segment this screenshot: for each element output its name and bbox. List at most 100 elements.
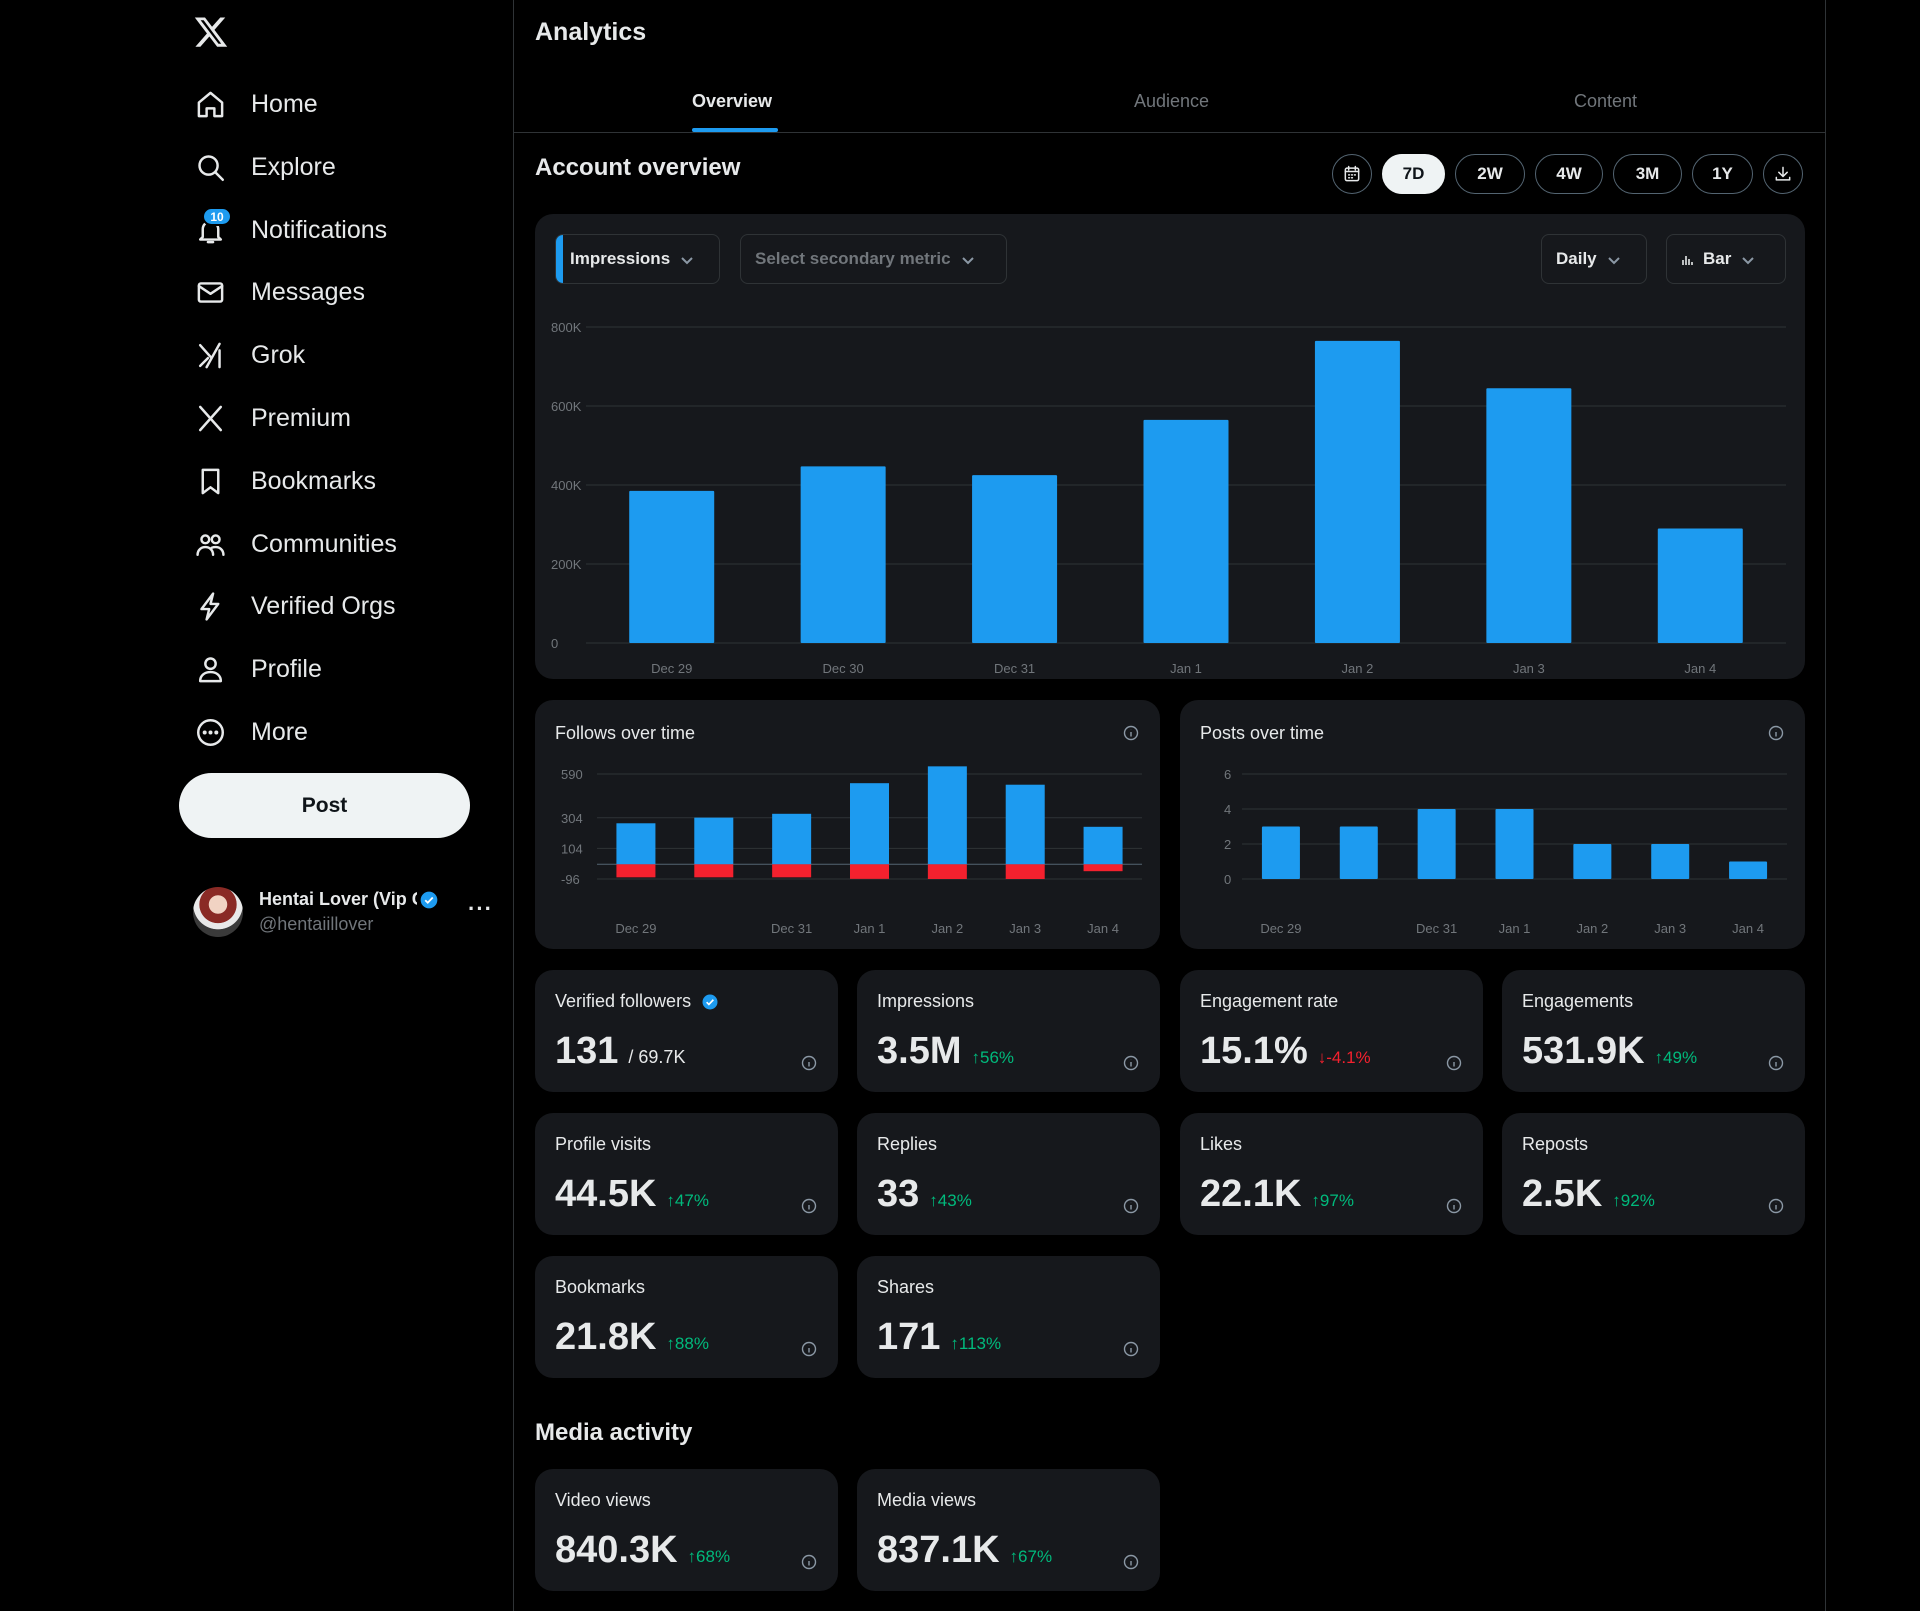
metric-value-row: 21.8K ↑88% bbox=[555, 1316, 709, 1359]
nav-notifications[interactable]: 10 Notifications bbox=[192, 205, 387, 255]
follows-lost-bar bbox=[850, 864, 889, 879]
info-icon[interactable] bbox=[801, 1341, 817, 1357]
primary-metric-select[interactable]: Impressions bbox=[555, 234, 720, 284]
metric-change: ↑97% bbox=[1311, 1191, 1354, 1211]
nav-label: Profile bbox=[251, 654, 322, 683]
post-button[interactable]: Post bbox=[179, 773, 470, 838]
x-tick-label: Dec 31 bbox=[771, 921, 812, 936]
nav-communities[interactable]: Communities bbox=[192, 519, 397, 569]
range-4w-button[interactable]: 4W bbox=[1535, 154, 1603, 194]
y-tick-label: -96 bbox=[561, 872, 580, 887]
metric-value-row: 131 / 69.7K bbox=[555, 1030, 685, 1073]
follows-gained-bar bbox=[772, 813, 812, 865]
metric-change: ↑56% bbox=[971, 1048, 1014, 1068]
metric-card-replies[interactable]: Replies 33 ↑43% bbox=[857, 1113, 1160, 1235]
metric-card-likes[interactable]: Likes 22.1K ↑97% bbox=[1180, 1113, 1483, 1235]
info-icon[interactable] bbox=[1123, 1198, 1139, 1214]
calendar-button[interactable] bbox=[1332, 154, 1372, 194]
tab-content[interactable]: Content bbox=[1574, 91, 1638, 111]
bookmark-icon bbox=[192, 463, 228, 499]
x-logo-icon[interactable] bbox=[193, 14, 229, 50]
tab-active-indicator bbox=[692, 128, 778, 132]
metric-label-text: Media views bbox=[877, 1490, 977, 1510]
follows-gained-bar bbox=[1083, 826, 1123, 865]
nav-home[interactable]: Home bbox=[192, 79, 318, 129]
metric-label: Replies bbox=[877, 1134, 937, 1155]
chart-bar bbox=[1339, 826, 1378, 879]
avatar bbox=[193, 887, 243, 937]
range-3m-button[interactable]: 3M bbox=[1613, 154, 1682, 194]
follows-gained-bar bbox=[694, 817, 734, 865]
verified-badge-icon bbox=[420, 891, 438, 908]
info-icon[interactable] bbox=[1768, 1055, 1784, 1071]
account-more-icon[interactable]: ··· bbox=[468, 896, 493, 921]
nav-profile[interactable]: Profile bbox=[192, 644, 322, 694]
nav-more[interactable]: More bbox=[192, 707, 308, 757]
info-icon[interactable] bbox=[801, 1554, 817, 1570]
info-icon[interactable] bbox=[1768, 725, 1784, 741]
nav-label: Premium bbox=[251, 403, 352, 432]
metric-label-text: Engagements bbox=[1522, 991, 1634, 1011]
tab-overview[interactable]: Overview bbox=[692, 91, 773, 111]
metric-label: Bookmarks bbox=[555, 1277, 645, 1298]
metric-label: Reposts bbox=[1522, 1134, 1588, 1155]
arrow-up-icon: ↑ bbox=[666, 1334, 675, 1353]
range-7d-button[interactable]: 7D bbox=[1382, 154, 1445, 194]
metric-card-media-views[interactable]: Media views 837.1K ↑67% bbox=[857, 1469, 1160, 1591]
range-2w-button[interactable]: 2W bbox=[1455, 154, 1525, 194]
info-icon[interactable] bbox=[1123, 1341, 1139, 1357]
nav-label: Messages bbox=[251, 277, 365, 306]
arrow-up-icon: ↑ bbox=[666, 1191, 675, 1210]
metric-value-row: 3.5M ↑56% bbox=[877, 1030, 1014, 1073]
metric-change-value: 67% bbox=[1018, 1547, 1053, 1566]
info-icon[interactable] bbox=[1446, 1198, 1462, 1214]
metric-label-text: Replies bbox=[877, 1134, 938, 1154]
nav-verified-orgs[interactable]: Verified Orgs bbox=[192, 581, 396, 631]
arrow-up-icon: ↑ bbox=[687, 1547, 697, 1566]
follows-lost-bar bbox=[1083, 864, 1123, 872]
chart-type-select[interactable]: Bar bbox=[1666, 234, 1786, 284]
chart-bar bbox=[1417, 809, 1456, 879]
metric-card-reposts[interactable]: Reposts 2.5K ↑92% bbox=[1502, 1113, 1805, 1235]
metric-card-video-views[interactable]: Video views 840.3K ↑68% bbox=[535, 1469, 838, 1591]
metric-value: 21.8K bbox=[555, 1316, 657, 1358]
arrow-up-icon: ↑ bbox=[971, 1048, 980, 1067]
nav-messages[interactable]: Messages bbox=[192, 267, 365, 317]
chart-bar bbox=[629, 490, 715, 643]
info-icon[interactable] bbox=[801, 1198, 817, 1214]
metric-label-text: Bookmarks bbox=[555, 1277, 646, 1297]
metric-change-value: 49% bbox=[1663, 1048, 1698, 1067]
metric-label: Likes bbox=[1200, 1134, 1242, 1155]
info-icon[interactable] bbox=[1123, 1055, 1139, 1071]
metric-label: Video views bbox=[555, 1490, 651, 1511]
info-icon[interactable] bbox=[1123, 725, 1139, 741]
info-icon[interactable] bbox=[1768, 1198, 1784, 1214]
metric-total: / 69.7K bbox=[628, 1047, 686, 1067]
info-icon[interactable] bbox=[801, 1055, 817, 1071]
metric-card-shares[interactable]: Shares 171 ↑113% bbox=[857, 1256, 1160, 1378]
follows-chart-title: Follows over time bbox=[555, 723, 696, 743]
nav-bookmarks[interactable]: Bookmarks bbox=[192, 456, 376, 506]
metric-card-engagements[interactable]: Engagements 531.9K ↑49% bbox=[1502, 970, 1805, 1092]
info-icon[interactable] bbox=[1446, 1055, 1462, 1071]
metric-card-bookmarks[interactable]: Bookmarks 21.8K ↑88% bbox=[535, 1256, 838, 1378]
metric-card-verified-followers[interactable]: Verified followers 131 / 69.7K bbox=[535, 970, 838, 1092]
metric-change-value: 113% bbox=[958, 1334, 1002, 1353]
nav-grok[interactable]: Grok bbox=[192, 330, 305, 380]
metric-card-profile-visits[interactable]: Profile visits 44.5K ↑47% bbox=[535, 1113, 838, 1235]
range-1y-button[interactable]: 1Y bbox=[1692, 154, 1753, 194]
chart-bar bbox=[1657, 528, 1743, 643]
x-tick-label: Jan 2 bbox=[931, 921, 963, 936]
account-switcher[interactable]: Hentai Lover (Vip Content) @hentaiillove… bbox=[193, 884, 493, 940]
tab-audience[interactable]: Audience bbox=[1134, 91, 1210, 111]
metric-card-engagement-rate[interactable]: Engagement rate 15.1% ↓-4.1% bbox=[1180, 970, 1483, 1092]
metric-card-impressions[interactable]: Impressions 3.5M ↑56% bbox=[857, 970, 1160, 1092]
y-tick-label: 304 bbox=[561, 811, 583, 826]
info-icon[interactable] bbox=[1123, 1554, 1139, 1570]
interval-select[interactable]: Daily bbox=[1541, 234, 1647, 284]
y-tick-label: 600K bbox=[551, 399, 582, 414]
nav-explore[interactable]: Explore bbox=[192, 142, 336, 192]
download-button[interactable] bbox=[1763, 154, 1803, 194]
nav-premium[interactable]: Premium bbox=[192, 393, 351, 443]
secondary-metric-select[interactable]: Select secondary metric bbox=[740, 234, 1007, 284]
